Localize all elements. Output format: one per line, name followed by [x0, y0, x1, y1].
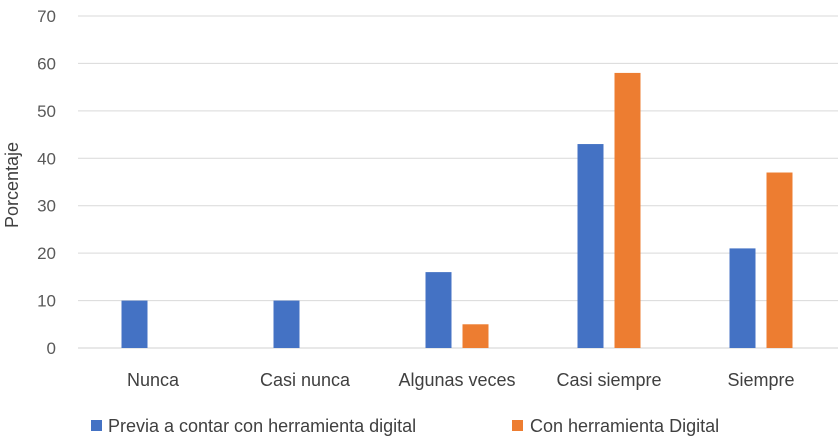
x-category-label: Casi nunca	[260, 370, 351, 390]
legend-swatch-series-1	[91, 420, 102, 431]
bar-previa-2	[425, 272, 452, 348]
y-tick-label: 50	[37, 102, 56, 121]
y-axis-ticks: 0 10 20 30 40 50 60 70	[37, 7, 56, 358]
x-category-label: Algunas veces	[398, 370, 515, 390]
legend-swatch-series-2	[512, 420, 523, 431]
bar-con-herramienta-3	[614, 72, 641, 349]
x-axis-categories: Nunca Casi nunca Algunas veces Casi siempre…	[127, 370, 795, 390]
bar-con-herramienta-2	[462, 324, 489, 348]
x-category-label: Casi siempre	[556, 370, 661, 390]
y-tick-label: 10	[37, 292, 56, 311]
x-category-label: Siempre	[727, 370, 794, 390]
bar-previa-4	[729, 248, 756, 348]
legend-label-series-2: Con herramienta Digital	[530, 416, 719, 436]
bar-con-herramienta-4	[766, 172, 793, 348]
x-category-label: Nunca	[127, 370, 180, 390]
legend: Previa a contar con herramienta digital …	[91, 416, 719, 436]
y-tick-label: 0	[47, 339, 56, 358]
gridlines	[78, 15, 838, 349]
y-tick-label: 40	[37, 149, 56, 168]
bar-previa-0	[121, 300, 148, 348]
legend-label-series-1: Previa a contar con herramienta digital	[108, 416, 416, 436]
y-tick-label: 60	[37, 54, 56, 73]
bar-previa-1	[273, 300, 300, 348]
y-axis-title: Porcentaje	[2, 142, 22, 228]
y-tick-label: 30	[37, 197, 56, 216]
bars	[121, 72, 793, 349]
y-tick-label: 20	[37, 244, 56, 263]
y-tick-label: 70	[37, 7, 56, 26]
bar-previa-3	[577, 144, 604, 348]
